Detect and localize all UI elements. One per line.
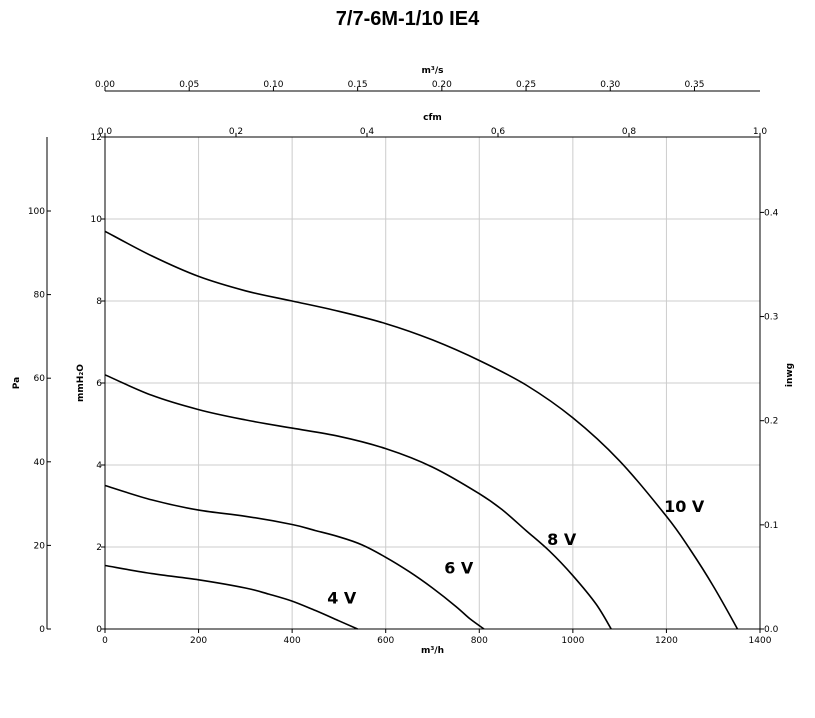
m3s-tick-label: 0.35 bbox=[684, 80, 704, 90]
series-line-8v bbox=[104, 374, 612, 630]
m3s-tick-label: 0.25 bbox=[516, 80, 536, 90]
pa-tick-label: 60 bbox=[34, 374, 46, 384]
x-tick-label: 600 bbox=[377, 636, 394, 646]
cfm-axis-label: cfm bbox=[423, 113, 442, 123]
y-axis-label: mmH₂O bbox=[76, 364, 86, 402]
series-line-10v bbox=[104, 230, 739, 630]
cfm-tick-label: 0.8 bbox=[622, 127, 637, 137]
y-tick-label: 2 bbox=[96, 543, 102, 553]
inwg-tick-label: 0.0 bbox=[764, 625, 779, 635]
x-tick-label: 0 bbox=[102, 636, 108, 646]
y-tick-label: 0 bbox=[96, 625, 102, 635]
x-tick-label: 1400 bbox=[749, 636, 772, 646]
cfm-tick-label: 0.4 bbox=[360, 127, 375, 137]
inwg-tick-label: 0.1 bbox=[764, 521, 778, 531]
y-tick-label: 10 bbox=[91, 215, 103, 225]
y-tick-label: 8 bbox=[96, 297, 102, 307]
curve-label: 6 V bbox=[444, 559, 474, 578]
chart-title: 7/7-6M-1/10 IE4 bbox=[335, 8, 480, 30]
x-tick-label: 200 bbox=[190, 636, 207, 646]
inwg-tick-label: 0.3 bbox=[764, 313, 778, 323]
cfm-tick-label: 0.6 bbox=[491, 127, 506, 137]
x-axis-label: m³/h bbox=[421, 646, 444, 656]
y-tick-label: 4 bbox=[96, 461, 102, 471]
curve-label: 10 V bbox=[664, 497, 705, 516]
y-tick-label: 12 bbox=[91, 133, 102, 143]
m3s-tick-label: 0.10 bbox=[263, 80, 283, 90]
pa-axis-label: Pa bbox=[12, 377, 22, 389]
pa-tick-label: 20 bbox=[34, 541, 46, 551]
series-group bbox=[104, 230, 739, 630]
pa-tick-label: 40 bbox=[34, 458, 46, 468]
pa-tick-label: 80 bbox=[34, 291, 46, 301]
y-tick-label: 6 bbox=[96, 379, 102, 389]
cfm-tick-label: 1.0 bbox=[753, 127, 768, 137]
m3s-axis-label: m³/s bbox=[422, 66, 444, 76]
x-tick-label: 1000 bbox=[561, 636, 584, 646]
curve-label: 4 V bbox=[327, 588, 357, 607]
x-tick-label: 1200 bbox=[655, 636, 678, 646]
axes-group: 0 200 400 600 800 1000 1200 1400m³/h024681012mm… bbox=[12, 66, 795, 656]
cfm-tick-label: 0.2 bbox=[229, 127, 243, 137]
series-line-4v bbox=[104, 564, 358, 630]
pa-tick-label: 0 bbox=[39, 625, 45, 635]
m3s-tick-label: 0.30 bbox=[600, 80, 620, 90]
inwg-tick-label: 0.2 bbox=[764, 417, 778, 427]
curve-labels: 10 V 8 V 6 V 4 V bbox=[327, 497, 705, 607]
cfm-tick-label: 0.0 bbox=[98, 127, 113, 137]
m3s-tick-label: 0.00 bbox=[95, 80, 115, 90]
x-tick-label: 800 bbox=[471, 636, 488, 646]
x-tick-label: 400 bbox=[284, 636, 301, 646]
grid bbox=[104, 136, 761, 630]
series-line-6v bbox=[104, 484, 485, 630]
m3s-tick-label: 0.20 bbox=[432, 80, 452, 90]
m3s-tick-label: 0.05 bbox=[179, 80, 199, 90]
m3s-tick-label: 0.15 bbox=[348, 80, 368, 90]
pa-tick-label: 100 bbox=[28, 207, 45, 217]
inwg-axis-label: inwg bbox=[785, 363, 795, 387]
inwg-tick-label: 0.4 bbox=[764, 208, 779, 218]
curve-label: 8 V bbox=[547, 530, 577, 549]
